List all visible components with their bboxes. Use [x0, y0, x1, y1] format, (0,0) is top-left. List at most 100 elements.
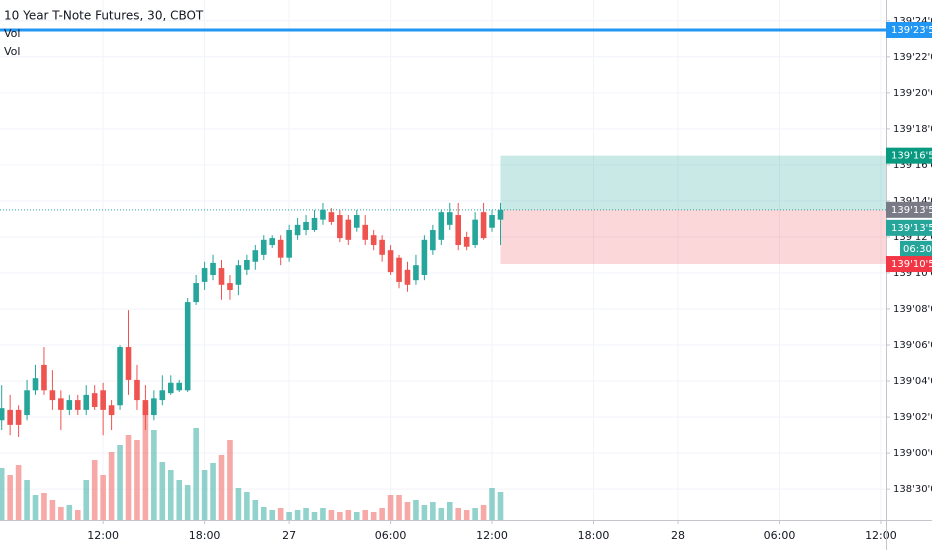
volume-bar: [100, 475, 106, 520]
candle-body: [66, 400, 73, 410]
volume-bar: [421, 505, 428, 520]
candle-body: [210, 262, 216, 275]
candle-body: [387, 250, 394, 273]
candle-body: [49, 390, 56, 401]
y-tick-label: 139'12'0: [893, 232, 932, 243]
x-tick-label: 27: [282, 529, 296, 542]
volume-bar: [353, 512, 360, 520]
volume-bar: [210, 463, 216, 520]
plot-layer: [0, 28, 886, 520]
chart-title: 10 Year T-Note Futures, 30, CBOT: [4, 9, 204, 23]
volume-bar: [125, 435, 132, 520]
volume-bar: [404, 502, 411, 520]
volume-bar: [218, 455, 225, 520]
y-tick-label: 138'30'0: [893, 484, 932, 495]
volume-bar: [24, 480, 30, 520]
volume-bar: [0, 468, 5, 520]
volume-bar: [345, 510, 352, 520]
volume-bar: [455, 508, 462, 520]
candle-body: [15, 409, 22, 425]
volume-bar: [117, 445, 123, 520]
candle-body: [41, 364, 47, 391]
volume-bar: [159, 462, 166, 520]
volume-bar: [277, 508, 284, 520]
candle-body: [421, 239, 428, 275]
y-tick-label: 139'06'0: [893, 340, 932, 351]
entry-price-label: 139'13'5: [891, 205, 932, 216]
volume-bar: [227, 440, 233, 520]
candle-body: [252, 250, 259, 262]
volume-bar: [472, 508, 478, 520]
price-labels: 139'23'5139'16'5139'13'5139'13'506:30139…: [886, 21, 932, 273]
volume-bar: [430, 502, 436, 520]
candle-body: [167, 382, 174, 394]
volume-bar: [41, 493, 47, 520]
line-price-label: 139'23'5: [891, 25, 932, 36]
volume-bar: [311, 512, 318, 520]
x-tick-label: 06:00: [764, 529, 796, 542]
volume-bar: [294, 510, 301, 520]
candle-body: [142, 400, 149, 416]
volume-bar: [235, 488, 242, 520]
legend-entry: Vol: [4, 27, 20, 40]
candle-body: [0, 408, 5, 421]
y-tick-label: 139'08'0: [893, 304, 932, 315]
candle-body: [463, 236, 470, 247]
target-price-label: 139'16'5: [891, 151, 932, 162]
y-tick-label: 139'16'0: [893, 160, 932, 171]
volume-bar: [201, 470, 208, 520]
candle-body: [480, 212, 487, 239]
stop-zone: [500, 209, 886, 265]
candle-body: [201, 268, 208, 282]
candle-body: [286, 230, 292, 258]
y-tick-label: 139'04'0: [893, 376, 932, 387]
volume-bar: [480, 505, 487, 520]
volume-bar: [497, 492, 504, 520]
stop-price-label-bg: [886, 256, 932, 273]
candle-body: [74, 400, 81, 410]
y-tick-label: 139'14'0: [893, 196, 932, 207]
volume-bar: [83, 480, 90, 520]
candle-body: [83, 394, 90, 410]
volume-bar: [58, 507, 64, 520]
volume-bar: [337, 512, 343, 520]
candle-body: [328, 212, 335, 222]
x-tick-label: 12:00: [476, 529, 508, 542]
candle-body: [269, 238, 276, 246]
candle-body: [370, 235, 377, 246]
volume-bar: [91, 460, 98, 520]
candle-body: [218, 268, 225, 285]
candle-body: [244, 260, 250, 270]
bid-price-label: 139'13'5: [891, 223, 932, 234]
volume-bar: [320, 508, 326, 520]
candle-body: [277, 239, 284, 258]
candle-body: [58, 398, 64, 410]
target-price-label-bg: [886, 147, 932, 164]
volume-bar: [244, 492, 250, 520]
volume-bar: [49, 500, 56, 520]
candle-body: [24, 390, 30, 416]
volume-bar: [108, 452, 115, 520]
volume-bar: [396, 495, 402, 520]
y-tick-label: 139'18'0: [893, 124, 932, 135]
candle-body: [396, 257, 402, 282]
candle-body: [404, 269, 411, 285]
volume-bar: [463, 510, 470, 520]
volume-bar: [446, 502, 453, 520]
x-tick-label: 28: [671, 529, 685, 542]
target-zone: [500, 155, 886, 210]
countdown: 06:30: [903, 244, 932, 255]
candle-body: [362, 224, 369, 240]
candle-body: [353, 215, 360, 228]
candle-body: [455, 215, 462, 246]
volume-bar: [66, 505, 73, 520]
x-tick-label: 12:00: [87, 529, 119, 542]
volume-bar: [15, 465, 22, 520]
y-tick-label: 139'00'0: [893, 448, 932, 459]
volume-bar: [74, 510, 81, 520]
x-tick-label: 18:00: [578, 529, 610, 542]
candle-body: [438, 212, 445, 240]
y-tick-label: 139'10'0: [893, 268, 932, 279]
volume-bar: [379, 508, 385, 520]
bid-price-label-bg: [886, 219, 932, 236]
